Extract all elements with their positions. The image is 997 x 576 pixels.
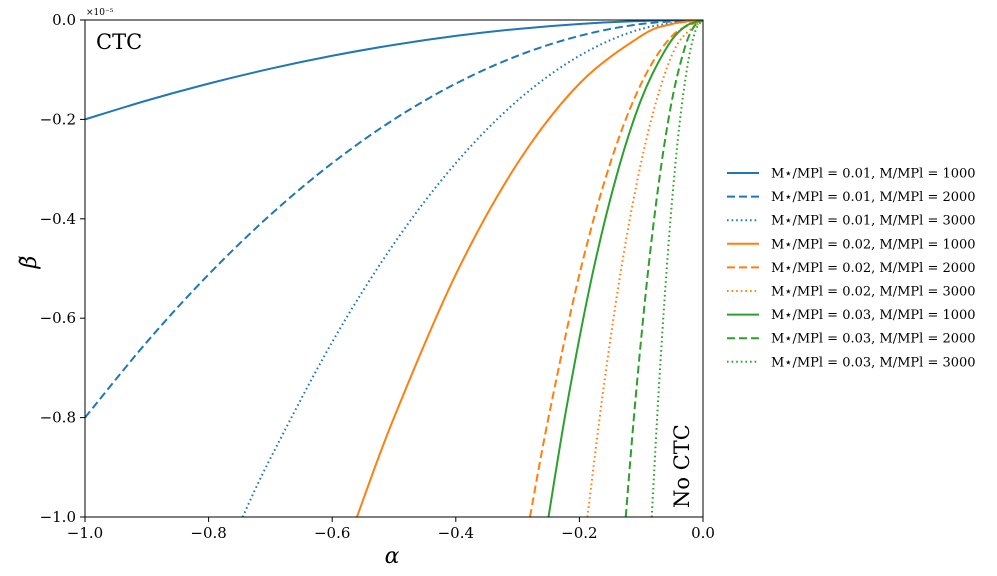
legend-label: M⋆/MPl = 0.03, M/MPl = 1000 xyxy=(771,308,976,323)
series-line-5 xyxy=(528,20,703,517)
legend-label: M⋆/MPl = 0.01, M/MPl = 2000 xyxy=(771,190,976,205)
y-tick-label: −0.8 xyxy=(40,409,76,427)
series-line-8 xyxy=(624,20,703,517)
legend-label: M⋆/MPl = 0.03, M/MPl = 3000 xyxy=(771,355,976,370)
y-tick-label: −0.2 xyxy=(40,110,76,128)
x-axis-label: α xyxy=(385,544,400,569)
y-tick-label: −0.4 xyxy=(40,210,76,228)
legend-label: M⋆/MPl = 0.01, M/MPl = 1000 xyxy=(771,167,976,182)
plot-frame xyxy=(84,19,704,518)
annotation-no-ctc: No CTC xyxy=(670,424,694,508)
series-line-3 xyxy=(241,20,703,517)
legend-label: M⋆/MPl = 0.03, M/MPl = 2000 xyxy=(771,332,976,347)
x-tick-label: −1.0 xyxy=(67,524,103,542)
y-tick-label: −0.6 xyxy=(40,309,76,327)
legend-label: M⋆/MPl = 0.01, M/MPl = 3000 xyxy=(771,214,976,229)
x-tick-label: −0.8 xyxy=(190,524,226,542)
x-tick-label: −0.6 xyxy=(314,524,350,542)
y-axis: 0.0 −0.2 −0.4 −0.6 −0.8 −1.0 xyxy=(40,11,85,526)
series-line-1 xyxy=(85,20,703,121)
series-line-2 xyxy=(85,20,703,419)
series-line-7 xyxy=(547,20,703,517)
y-tick-label: 0.0 xyxy=(52,11,76,29)
series-curves xyxy=(85,20,703,517)
x-tick-label: −0.4 xyxy=(438,524,474,542)
y-scale-label: ×10⁻⁵ xyxy=(86,8,114,18)
legend-label: M⋆/MPl = 0.02, M/MPl = 3000 xyxy=(771,285,976,300)
x-tick-label: −0.2 xyxy=(561,524,597,542)
y-tick-label: −1.0 xyxy=(40,508,76,526)
x-tick-label: 0.0 xyxy=(691,524,715,542)
series-line-4 xyxy=(355,20,703,517)
legend: M⋆/MPl = 0.01, M/MPl = 1000 M⋆/MPl = 0.01… xyxy=(727,167,976,370)
series-line-6 xyxy=(586,20,703,517)
legend-label: M⋆/MPl = 0.02, M/MPl = 1000 xyxy=(771,237,976,252)
annotation-ctc: CTC xyxy=(96,30,142,54)
y-axis-label: β̃ xyxy=(17,256,42,270)
x-axis: −1.0 −0.8 −0.6 −0.4 −0.2 0.0 xyxy=(67,517,715,542)
legend-label: M⋆/MPl = 0.02, M/MPl = 2000 xyxy=(771,261,976,276)
